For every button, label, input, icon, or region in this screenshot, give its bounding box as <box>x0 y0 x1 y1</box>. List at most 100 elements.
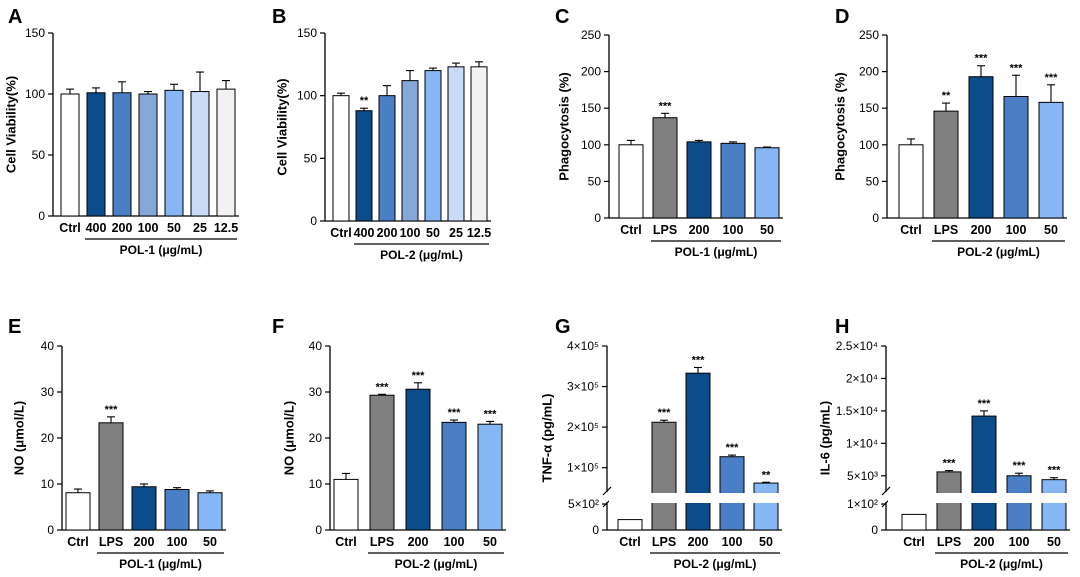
bar-LPS <box>933 110 959 219</box>
bar-50 <box>1041 479 1067 531</box>
bar-LPS <box>369 394 395 531</box>
y-tick-label: 100 <box>859 138 879 152</box>
bar-50 <box>754 147 780 219</box>
bar-200 <box>112 92 132 217</box>
y-tick-label: 0 <box>871 523 878 537</box>
x-tick-label: LPS <box>370 535 394 549</box>
bar-50 <box>424 70 442 222</box>
panel-label: B <box>272 6 286 28</box>
y-tick-label: 0 <box>594 211 601 225</box>
x-tick-label: Ctrl <box>619 535 641 549</box>
x-axis-label: POL-2 (μg/mL) <box>395 557 478 571</box>
significance-mark: *** <box>105 404 119 416</box>
x-tick-label: LPS <box>653 223 677 237</box>
significance-mark: ** <box>762 469 771 481</box>
x-tick-label: LPS <box>934 223 958 237</box>
panel-label: H <box>835 316 849 338</box>
x-tick-label: 25 <box>193 221 207 235</box>
x-axis-label: POL-1 (μg/mL) <box>675 245 758 259</box>
x-tick-label: 12.5 <box>214 221 238 235</box>
y-tick-label: 2×10⁴ <box>846 371 878 385</box>
x-tick-label: 400 <box>354 226 375 240</box>
x-tick-label: 50 <box>483 535 497 549</box>
y-tick-label: 200 <box>581 65 601 79</box>
x-tick-label: Ctrl <box>900 223 922 237</box>
y-tick-label: 0 <box>47 523 54 537</box>
y-axis-label: Phagocytosis (%) <box>832 72 847 180</box>
x-tick-label: 200 <box>377 226 398 240</box>
panel-E: E NO (μmol/L) 0 10 20 30 40 Ctrl *** LPS 200 100 50P… <box>8 316 226 571</box>
y-axis-label: NO (μmol/L) <box>11 401 26 475</box>
y-tick-label: 20 <box>309 431 323 445</box>
significance-mark: *** <box>1048 465 1062 477</box>
significance-mark: *** <box>726 442 740 454</box>
bar-Ctrl <box>617 519 643 531</box>
x-tick-label: 50 <box>1047 535 1061 549</box>
x-tick-label: 200 <box>974 535 995 549</box>
y-tick-label: 30 <box>309 385 323 399</box>
y-tick-label: 50 <box>32 148 46 162</box>
bar-25 <box>190 91 210 217</box>
x-axis-label: POL-2 (μg/mL) <box>960 557 1043 571</box>
bar-50 <box>1038 101 1064 219</box>
axis-break-band <box>609 493 784 503</box>
bar-12.5 <box>470 66 488 222</box>
bar-Ctrl <box>901 513 927 531</box>
x-tick-label: 50 <box>426 226 440 240</box>
x-tick-label: 200 <box>134 535 155 549</box>
x-tick-label: 100 <box>167 535 188 549</box>
y-tick-label: 3×10⁵ <box>567 380 599 394</box>
bar-200 <box>685 372 711 531</box>
x-tick-label: 100 <box>723 223 744 237</box>
panel-F: F NO (μmol/L) 0 10 20 30 40 Ctrl *** LPS *** 200 ***… <box>272 316 506 571</box>
y-axis-label: Phagocytosis (%) <box>556 72 571 180</box>
y-tick-label: 4×10⁵ <box>567 339 599 353</box>
bar-200 <box>405 388 431 531</box>
y-tick-label: 50 <box>304 151 318 165</box>
y-tick-label: 40 <box>41 339 55 353</box>
y-tick-label: 10 <box>309 477 323 491</box>
x-tick-label: Ctrl <box>330 226 352 240</box>
bar-LPS <box>651 421 677 531</box>
panel-label: A <box>8 6 22 28</box>
y-tick-label: 0 <box>38 209 45 223</box>
panel-A: A Cell Viability(%) 0 50 100 150 Ctrl 400 200 100… <box>3 6 239 257</box>
x-tick-label: 100 <box>1006 223 1027 237</box>
y-axis-label: Cell Viability(%) <box>3 76 18 173</box>
y-tick-label: 1×10⁵ <box>567 461 599 475</box>
x-tick-label: 200 <box>112 221 133 235</box>
significance-mark: *** <box>484 408 498 420</box>
y-tick-label: 1.5×10⁴ <box>836 404 878 418</box>
panel-H: H IL-6 (pg/mL) 0 1×10² 5×10³ 1×10⁴ 1.5×10⁴ 2×10… <box>817 316 1072 571</box>
y-tick-label: 250 <box>859 28 879 42</box>
bar-Ctrl <box>333 478 359 531</box>
x-tick-label: 50 <box>167 221 181 235</box>
bar-100 <box>441 421 467 531</box>
y-tick-label: 200 <box>859 65 879 79</box>
x-tick-label: 12.5 <box>467 226 491 240</box>
y-tick-label: 2×10⁵ <box>567 420 599 434</box>
x-tick-label: 100 <box>138 221 159 235</box>
significance-mark: *** <box>659 100 673 112</box>
bar-50 <box>197 492 223 531</box>
y-tick-label: 0 <box>310 214 317 228</box>
y-tick-label: 1×10⁴ <box>846 436 878 450</box>
y-tick-label: 0 <box>592 523 599 537</box>
bar-50 <box>477 423 503 531</box>
axis-break-mark <box>602 486 612 496</box>
bar-Ctrl <box>65 492 91 531</box>
significance-mark: ** <box>942 90 951 102</box>
x-axis-label: POL-2 (μg/mL) <box>957 245 1040 259</box>
significance-mark: *** <box>692 354 706 366</box>
y-tick-label: 100 <box>581 138 601 152</box>
x-tick-label: 50 <box>203 535 217 549</box>
bar-200 <box>131 486 157 531</box>
bar-LPS <box>98 422 124 531</box>
significance-mark: *** <box>376 381 390 393</box>
y-tick-label: 100 <box>297 89 317 103</box>
bar-100 <box>401 80 419 222</box>
y-axis-label: IL-6 (pg/mL) <box>817 401 832 475</box>
bar-Ctrl <box>898 144 924 219</box>
y-tick-label: 50 <box>588 174 602 188</box>
